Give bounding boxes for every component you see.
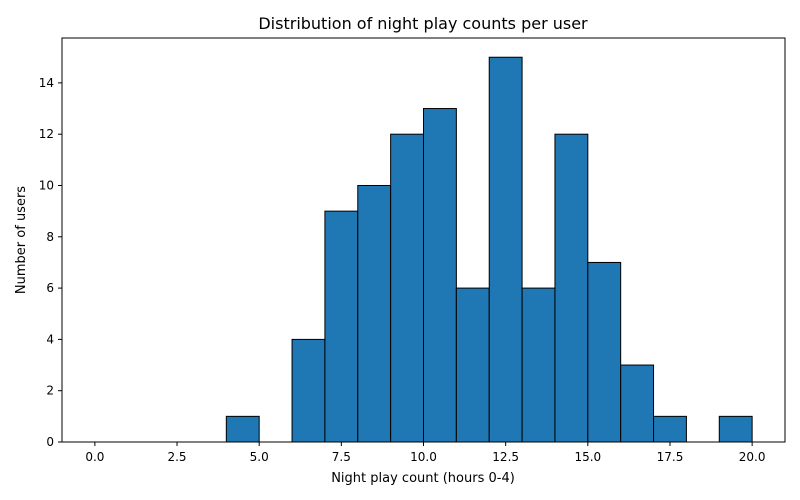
chart-title: Distribution of night play counts per us…	[258, 14, 588, 33]
bar-13	[521, 287, 556, 443]
bar-6	[291, 338, 326, 443]
bar-9	[390, 133, 424, 443]
x-tick-label-5: 12.5	[492, 450, 519, 464]
x-tick-label-0: 0.0	[85, 450, 104, 464]
bar-19	[718, 415, 753, 443]
y-tick-label-2: 4	[46, 332, 54, 346]
y-tick-label-5: 10	[39, 178, 54, 192]
plot-frame	[61, 37, 786, 443]
x-tick-label-3: 7.5	[332, 450, 351, 464]
x-axis-label: Night play count (hours 0-4)	[331, 471, 515, 486]
y-axis-label: Number of users	[14, 186, 29, 294]
y-tick-label-0: 0	[46, 435, 54, 449]
y-tick-label-6: 12	[39, 127, 54, 141]
y-tick-label-4: 8	[46, 230, 54, 244]
bar-17	[653, 415, 687, 443]
bars-group	[94, 56, 753, 443]
bar-14	[554, 133, 589, 443]
x-tick-label-4: 10.0	[410, 450, 437, 464]
y-tick-label-3: 6	[46, 281, 54, 295]
bar-4	[225, 415, 260, 443]
bar-8	[357, 184, 392, 443]
y-tick-label-7: 14	[39, 76, 54, 90]
y-tick-label-1: 2	[46, 384, 54, 398]
bar-16	[620, 364, 655, 443]
bar-11	[455, 287, 490, 443]
bar-15	[587, 261, 622, 443]
bar-10	[423, 108, 457, 443]
x-tick-label-2: 5.0	[250, 450, 269, 464]
bar-12	[488, 56, 523, 443]
x-tick-label-1: 2.5	[167, 450, 186, 464]
x-tick-label-8: 20.0	[739, 450, 766, 464]
x-tick-label-6: 15.0	[574, 450, 601, 464]
x-tick-label-7: 17.5	[657, 450, 684, 464]
y-axis-ticks: 0 2 4 6 8 10 12 14	[39, 76, 62, 449]
x-axis-ticks: 0.0 2.5 5.0 7.5 10.0 12.5 15.0 17.5 20.0	[85, 442, 765, 464]
bar-7	[324, 210, 359, 443]
